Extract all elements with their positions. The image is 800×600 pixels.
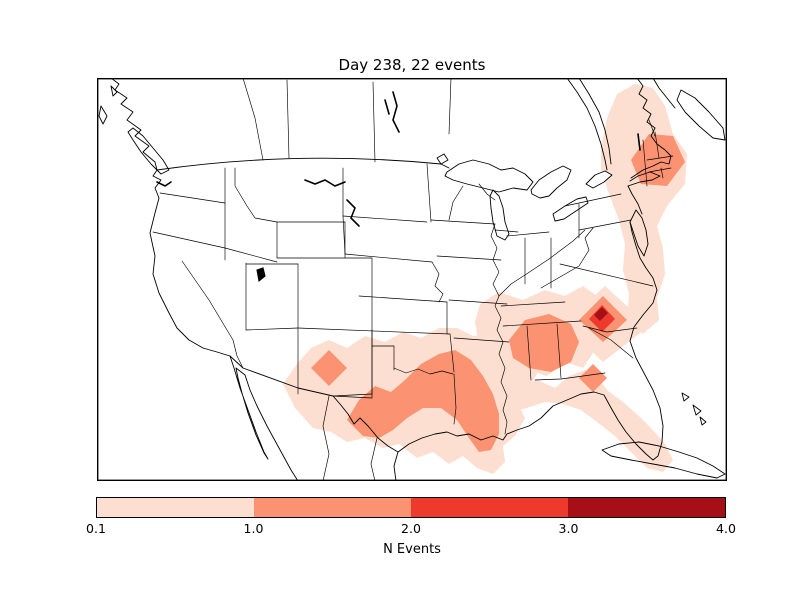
st-lawrence [566, 78, 612, 171]
columbia-river [156, 181, 172, 187]
lake-winnipeg [392, 91, 400, 133]
lake-erie [552, 196, 589, 222]
colorbar-segment-1 [97, 498, 254, 517]
colorbar-tick-label: 1.0 [243, 521, 264, 536]
manitoba-lakes [384, 99, 390, 115]
contour-alabama-blob [509, 314, 579, 372]
missouri-river-mt [304, 179, 346, 187]
contour-sc-ga-dark-center [594, 307, 608, 321]
colorbar-label: N Events [383, 542, 441, 557]
missouri-river-sd [346, 199, 360, 227]
haida-gwaii [98, 85, 118, 125]
state-borders [152, 78, 674, 481]
delmarva-peninsula [629, 209, 649, 257]
colorbar-tick-label: 2.0 [401, 521, 421, 536]
colorbar-segment-2 [254, 498, 411, 517]
colorbar-tick-label: 4.0 [716, 521, 736, 536]
lake-michigan [489, 189, 510, 241]
cuba [601, 441, 726, 479]
lake-superior [444, 159, 534, 193]
new-england-coast [630, 78, 672, 179]
rivers-and-small-lakes [156, 91, 641, 283]
northeast-coast [627, 185, 643, 215]
nova-scotia [676, 89, 726, 141]
colorbar-segment-3 [411, 498, 568, 517]
map-canvas [97, 78, 727, 481]
lake-ontario [585, 170, 613, 189]
gulf-atlantic-coast [397, 221, 664, 461]
contour-new-mexico-diamond [311, 350, 347, 386]
colorbar-tick-label: 0.1 [86, 521, 106, 536]
contour-florida-panhandle-diamond [579, 364, 607, 392]
bay-of-fundy [652, 78, 676, 109]
lake-champlain [637, 133, 641, 151]
colorbar-segment-4 [568, 498, 725, 517]
mexico-east-coast [393, 451, 399, 481]
map-frame [97, 78, 727, 481]
colorbar [96, 497, 726, 518]
coastline [98, 78, 726, 481]
lake-of-the-woods [436, 153, 449, 165]
contour-level-1-2 [311, 134, 685, 452]
canada-border [156, 157, 450, 171]
us-event-density-map [97, 78, 727, 481]
long-island [627, 171, 661, 187]
great-lakes [444, 159, 613, 241]
great-salt-lake [256, 267, 266, 283]
lake-huron [530, 165, 572, 199]
vancouver-island [127, 127, 170, 175]
contour-level-3-4 [594, 307, 608, 321]
plot-title: Day 238, 22 events [338, 56, 486, 74]
us-mexico-border [229, 355, 399, 453]
colorbar-ticks: 0.1 1.0 2.0 3.0 4.0 [86, 521, 736, 537]
colorbar-tick-label: 3.0 [558, 521, 579, 536]
contour-new-england-core [631, 134, 685, 186]
bahamas [681, 392, 707, 426]
contour-texas-boomerang [347, 350, 499, 452]
west-coast-path [110, 78, 299, 481]
